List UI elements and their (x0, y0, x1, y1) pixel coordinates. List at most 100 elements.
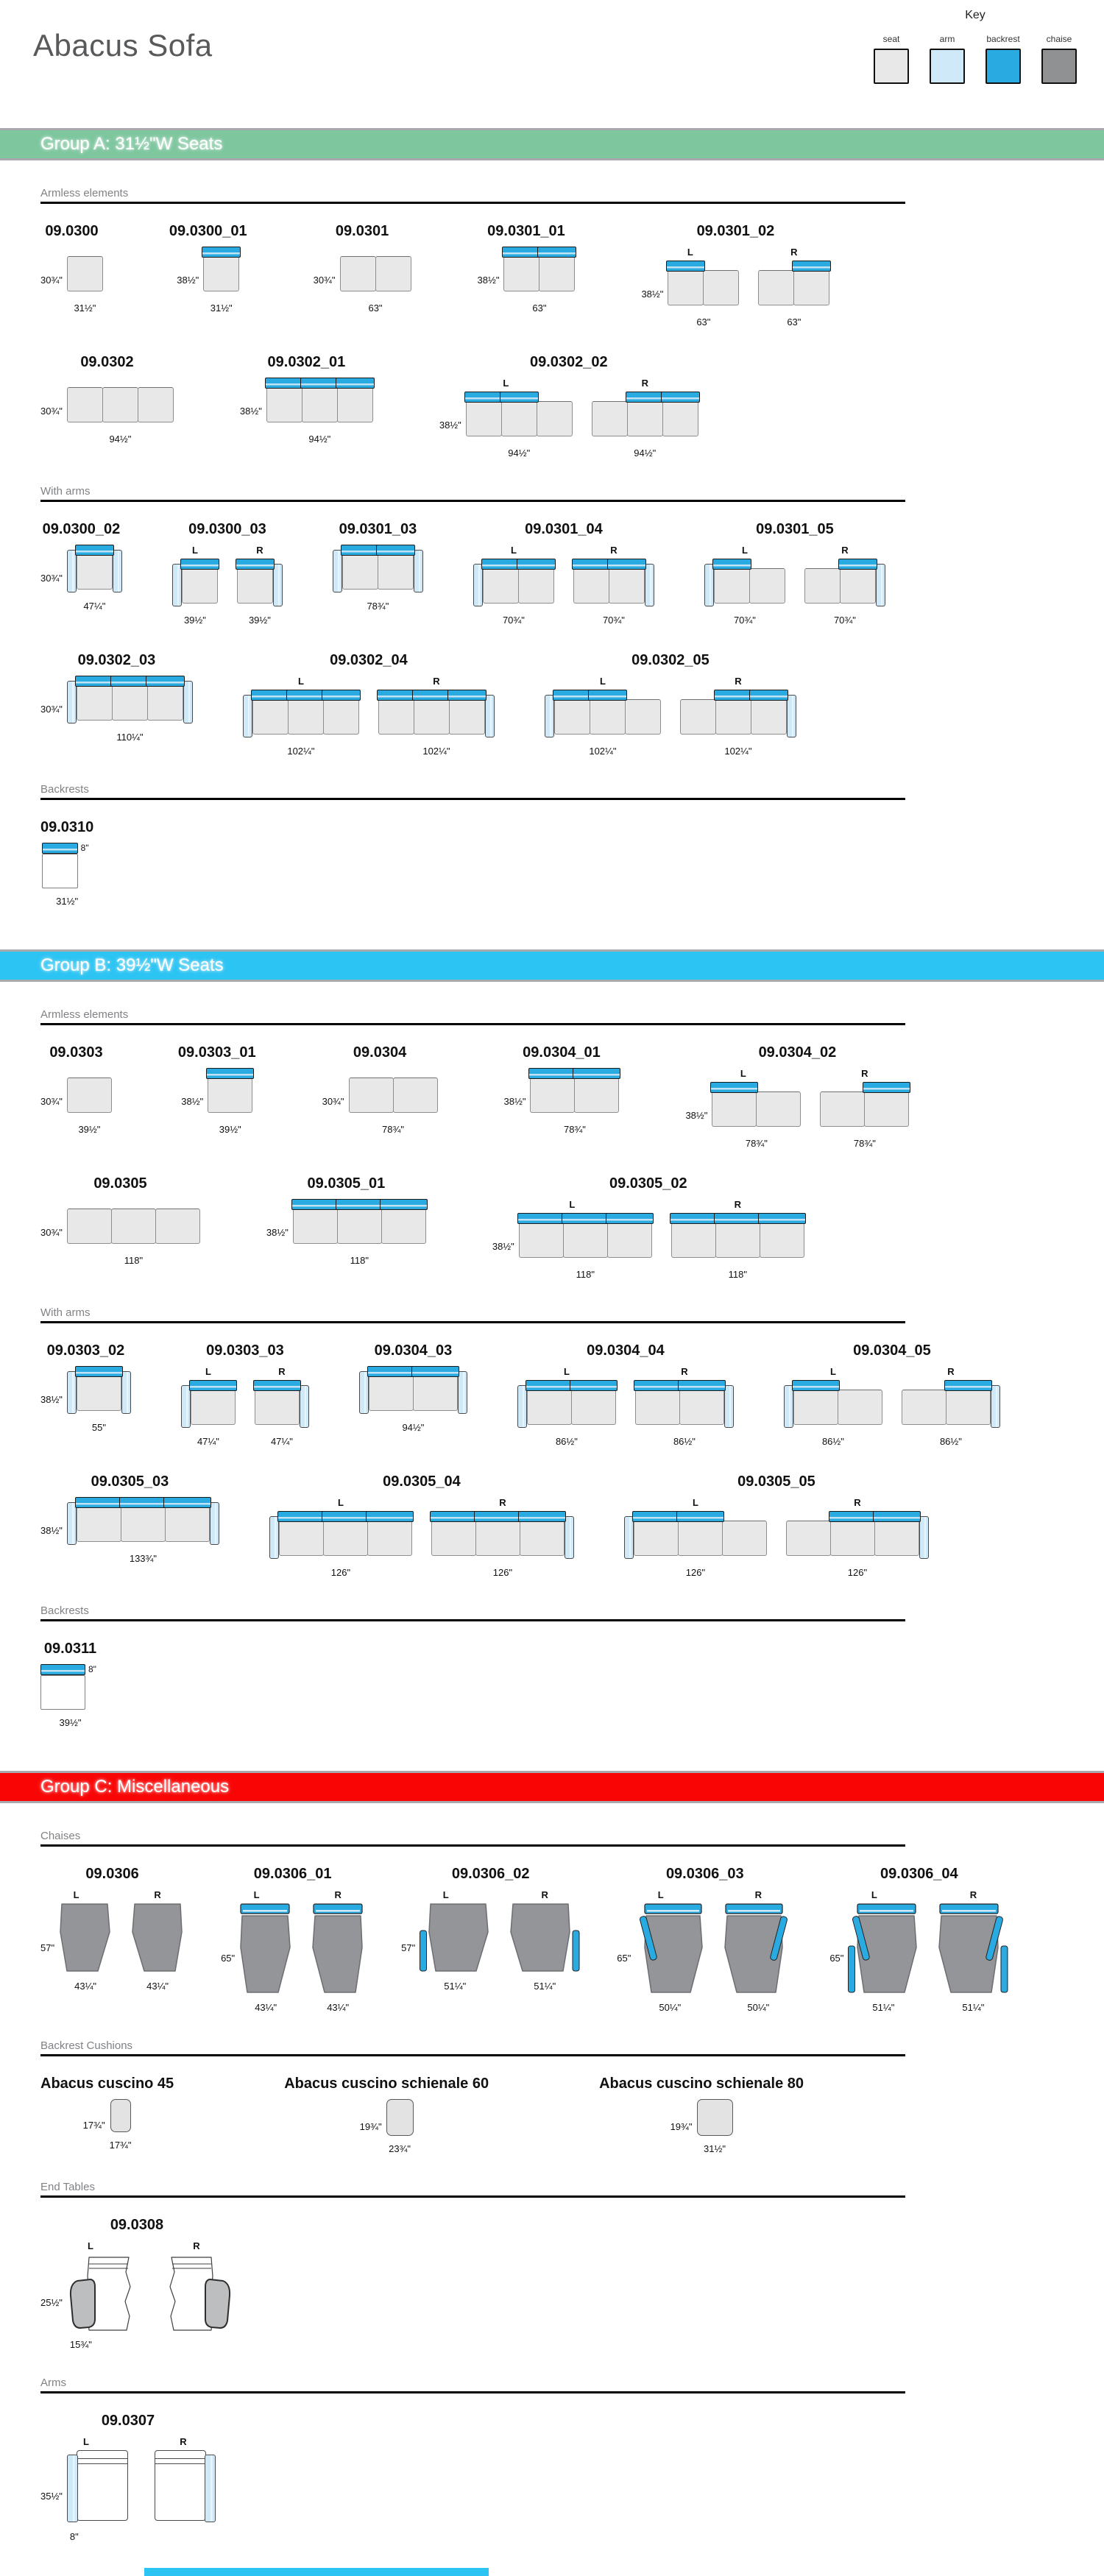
product-row: 09.0307 L 35½" 8" R (40, 2413, 1104, 2542)
arm-module (544, 695, 554, 737)
product-variant: 38½" 94½" (240, 378, 375, 445)
seat-module (336, 387, 373, 422)
seat-unit-diagram (66, 1366, 131, 1415)
variant-label: L (740, 1068, 746, 1079)
seat-unit-diagram (783, 1380, 882, 1429)
width-label: 43¼" (74, 1981, 97, 1992)
seat-module (110, 1209, 156, 1244)
seat-unit-diagram (291, 1199, 428, 1248)
seat-unit-diagram (591, 392, 700, 440)
product-variant: L 25½" 15¾" (40, 2240, 141, 2350)
seat-module (756, 1091, 802, 1127)
variant-drawing-row: 30¾" 31½" (40, 247, 103, 314)
width-label: 78¾" (745, 1138, 768, 1149)
width-label: 51¼" (872, 2002, 895, 2013)
seat-module (292, 1209, 338, 1244)
seat-module (500, 401, 537, 436)
variant-drawing-row: 17¾" 17¾" (83, 2099, 132, 2151)
seat-unit-diagram (66, 1497, 219, 1546)
arm-module (272, 564, 283, 606)
variant-diagram-col: 15¾" (67, 2254, 141, 2350)
depth-label: 30¾" (40, 406, 63, 417)
backrest-module (587, 690, 627, 701)
product-variants: 38½" 94½" (240, 378, 375, 445)
backrest-module (710, 1082, 759, 1093)
arm-module (786, 695, 796, 737)
product-card: Abacus cuscino schienale 60 19¾" 23¾" (284, 2076, 489, 2154)
variant-label: R (735, 676, 742, 687)
backrest-only-diagram: 8" (41, 843, 89, 888)
backrest-module (863, 1082, 911, 1093)
variant-drawing-row: 65" 51¼" (829, 1903, 919, 2013)
section-underline (40, 1844, 905, 1847)
product-variant: 8" 39½" (40, 1664, 100, 1728)
variant-label: R (610, 545, 618, 556)
variant-label: R (681, 1366, 688, 1377)
variant-diagram-col: 86½" (901, 1380, 1000, 1447)
product-variant: 30¾" 47¼" (40, 545, 122, 612)
product-variant: L 126" (623, 1497, 767, 1578)
width-label: 70¾" (733, 615, 756, 626)
backrest-module (379, 1199, 428, 1210)
product-variants: L 25½" 15¾" R (40, 2240, 233, 2350)
seat-unit-diagram (332, 545, 423, 593)
key-item-label: seat (882, 34, 900, 44)
variant-drawing-row: 43¼" (131, 1903, 184, 1992)
seat-module (750, 699, 787, 735)
variant-drawing-row: 38½" 63" (478, 247, 577, 314)
variant-drawing-row: 86½" (633, 1380, 734, 1447)
backrest-module (838, 559, 877, 570)
product-variant: 38½" 118" (266, 1199, 428, 1266)
seat-module (236, 568, 273, 604)
product-card: 09.0300_03 L 39½" R 39½" (171, 521, 283, 626)
seat-module (517, 568, 554, 604)
seat-module (66, 1078, 112, 1113)
backrest-module (677, 1380, 726, 1391)
variant-label: L (82, 2436, 89, 2447)
key-items: seat arm backrest chaise (865, 34, 1086, 84)
depth-label: 17¾" (82, 2119, 105, 2131)
key-legend: Key seat arm backrest chaise (865, 9, 1086, 84)
variant-drawing-row: 102¼" (242, 690, 361, 757)
seat-module (749, 568, 785, 604)
depth-label: 38½" (40, 1394, 63, 1405)
arm-module (112, 550, 122, 592)
product-code: 09.0301 (335, 223, 389, 239)
variant-drawing-row: 43¼" (311, 1903, 364, 2013)
variant-drawing-row: 126" (623, 1511, 767, 1578)
seat-module (574, 1078, 620, 1113)
seat-module (633, 1521, 679, 1556)
seat-unit-diagram (502, 247, 577, 295)
seat-unit-diagram (666, 261, 740, 309)
variant-drawing-row: 86½" (901, 1380, 1000, 1447)
variant-drawing-row: 30¾" 39½" (40, 1068, 112, 1135)
product-card: 09.0300 30¾" 31½" (40, 223, 103, 314)
variant-label: L (297, 676, 304, 687)
product-variant: 38½" 39½" (181, 1068, 255, 1135)
backrest-module (625, 392, 665, 403)
variant-drawing-row: 30¾" 118" (40, 1199, 200, 1266)
width-label: 55" (91, 1422, 106, 1433)
variant-drawing-row: 30¾" 47¼" (40, 545, 122, 612)
product-code: 09.0303_02 (46, 1342, 125, 1359)
width-label: 126" (847, 1567, 868, 1578)
arm-module (242, 695, 252, 737)
seat-module (431, 1521, 476, 1556)
arm-only-diagram (66, 2450, 132, 2524)
seat-module (820, 1091, 866, 1127)
variant-diagram-col: 55" (66, 1366, 131, 1433)
arm-module (644, 564, 654, 606)
seat-module (793, 270, 830, 305)
arm-module (269, 1516, 279, 1559)
variant-label: R (256, 545, 263, 556)
backrest-module (517, 1511, 566, 1522)
backrest-module (321, 1511, 369, 1522)
variant-diagram-col: 86½" (517, 1380, 618, 1447)
seat-footprint-outline (40, 1675, 85, 1710)
seat-module (829, 1521, 875, 1556)
depth-label: 38½" (685, 1110, 708, 1121)
product-code: 09.0301_03 (339, 521, 417, 537)
backrest-module (828, 1511, 877, 1522)
variant-diagram-col: 8" 39½" (40, 1664, 100, 1728)
seat-module (278, 1521, 324, 1556)
